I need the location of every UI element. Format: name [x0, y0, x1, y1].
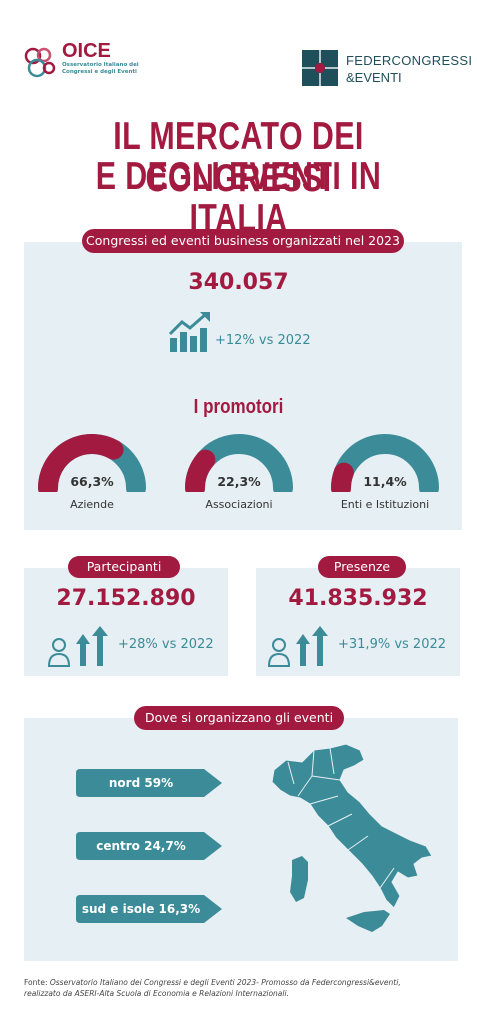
presenze-pill: Presenze [318, 556, 406, 578]
footer-prefix: Fonte: [24, 978, 50, 987]
gauge-associazioni-arc [185, 434, 293, 498]
footer-line-1: Osservatorio Italiano dei Congressi e de… [49, 978, 401, 987]
oice-logo-text: OICE [62, 40, 111, 62]
people-growth-icon-2 [268, 626, 328, 667]
presenze-panel [256, 568, 460, 676]
oice-subtitle-2: Congressi e degli Eventi [62, 69, 137, 75]
partecipanti-panel [24, 568, 228, 676]
federcongressi-logo: FEDERCONGRESSI &EVENTI [302, 50, 472, 90]
region-arrow-centro: centro 24,7% [76, 832, 222, 860]
business-value: 340.057 [188, 270, 289, 295]
gauge-associazioni: 22,3% [183, 432, 295, 498]
gauge-associazioni-label: Associazioni [205, 498, 273, 511]
footer-line-2: realizzato da ASERI-Alta Scuola di Econo… [24, 989, 289, 998]
region-arrow-sud-shape [76, 895, 222, 923]
region-arrow-nord: nord 59% [76, 769, 222, 797]
federcongressi-mark-icon [302, 50, 338, 86]
presenze-value: 41.835.932 [288, 586, 428, 611]
business-panel [24, 242, 462, 530]
gauge-enti-value: 11,4% [363, 474, 407, 489]
partecipanti-change: +28% vs 2022 [118, 637, 214, 652]
gauge-enti-label: Enti e Istituzioni [340, 498, 430, 511]
growth-chart-icon [168, 312, 210, 352]
gauge-enti-arc [331, 434, 439, 498]
business-change: +12% vs 2022 [215, 333, 311, 348]
gauge-enti: 11,4% [329, 432, 441, 498]
region-centro-label: centro 24,7% [96, 839, 186, 853]
presenze-change: +31,9% vs 2022 [338, 637, 447, 652]
italy-map-icon [271, 743, 433, 932]
partecipanti-pill: Partecipanti [68, 556, 180, 578]
business-pill: Congressi ed eventi business organizzati… [82, 229, 404, 253]
region-nord-label: nord 59% [108, 776, 174, 790]
gauge-associazioni-value: 22,3% [217, 474, 261, 489]
page-title-line-1: IL MERCATO DEI CONGRESSI [113, 115, 364, 200]
fed-line-2: &EVENTI [346, 70, 402, 85]
gauge-fill [331, 462, 354, 498]
gauge-aziende-arc [38, 434, 146, 498]
gauge-aziende-label: Aziende [70, 498, 114, 511]
promotori-heading: I promotori [193, 396, 284, 418]
dove-pill: Dove si organizzano gli eventi [134, 706, 344, 730]
partecipanti-value: 27.152.890 [56, 586, 196, 611]
gauge-aziende-value: 66,3% [70, 474, 114, 489]
footer-source: Fonte: Osservatorio Italiano dei Congres… [24, 977, 464, 999]
region-arrow-centro-shape [76, 832, 222, 860]
oice-subtitle-1: Osservatorio Italiano dei [62, 62, 139, 68]
region-arrow-sud: sud e isole 16,3% [76, 895, 222, 923]
fed-line-1: FEDERCONGRESSI [346, 53, 473, 68]
oice-logo: OICE Osservatorio Italiano dei Congressi… [22, 40, 162, 82]
region-arrow-nord-shape [76, 769, 222, 797]
gauge-fill [38, 434, 124, 498]
region-sud-label: sud e isole 16,3% [81, 902, 201, 916]
oice-circles-icon [24, 47, 56, 78]
page-title-line-2: E DEGLI EVENTI IN ITALIA [95, 155, 382, 240]
gauge-fill [185, 449, 216, 498]
people-growth-icon [48, 626, 108, 667]
gauge-aziende: 66,3% [36, 432, 148, 498]
